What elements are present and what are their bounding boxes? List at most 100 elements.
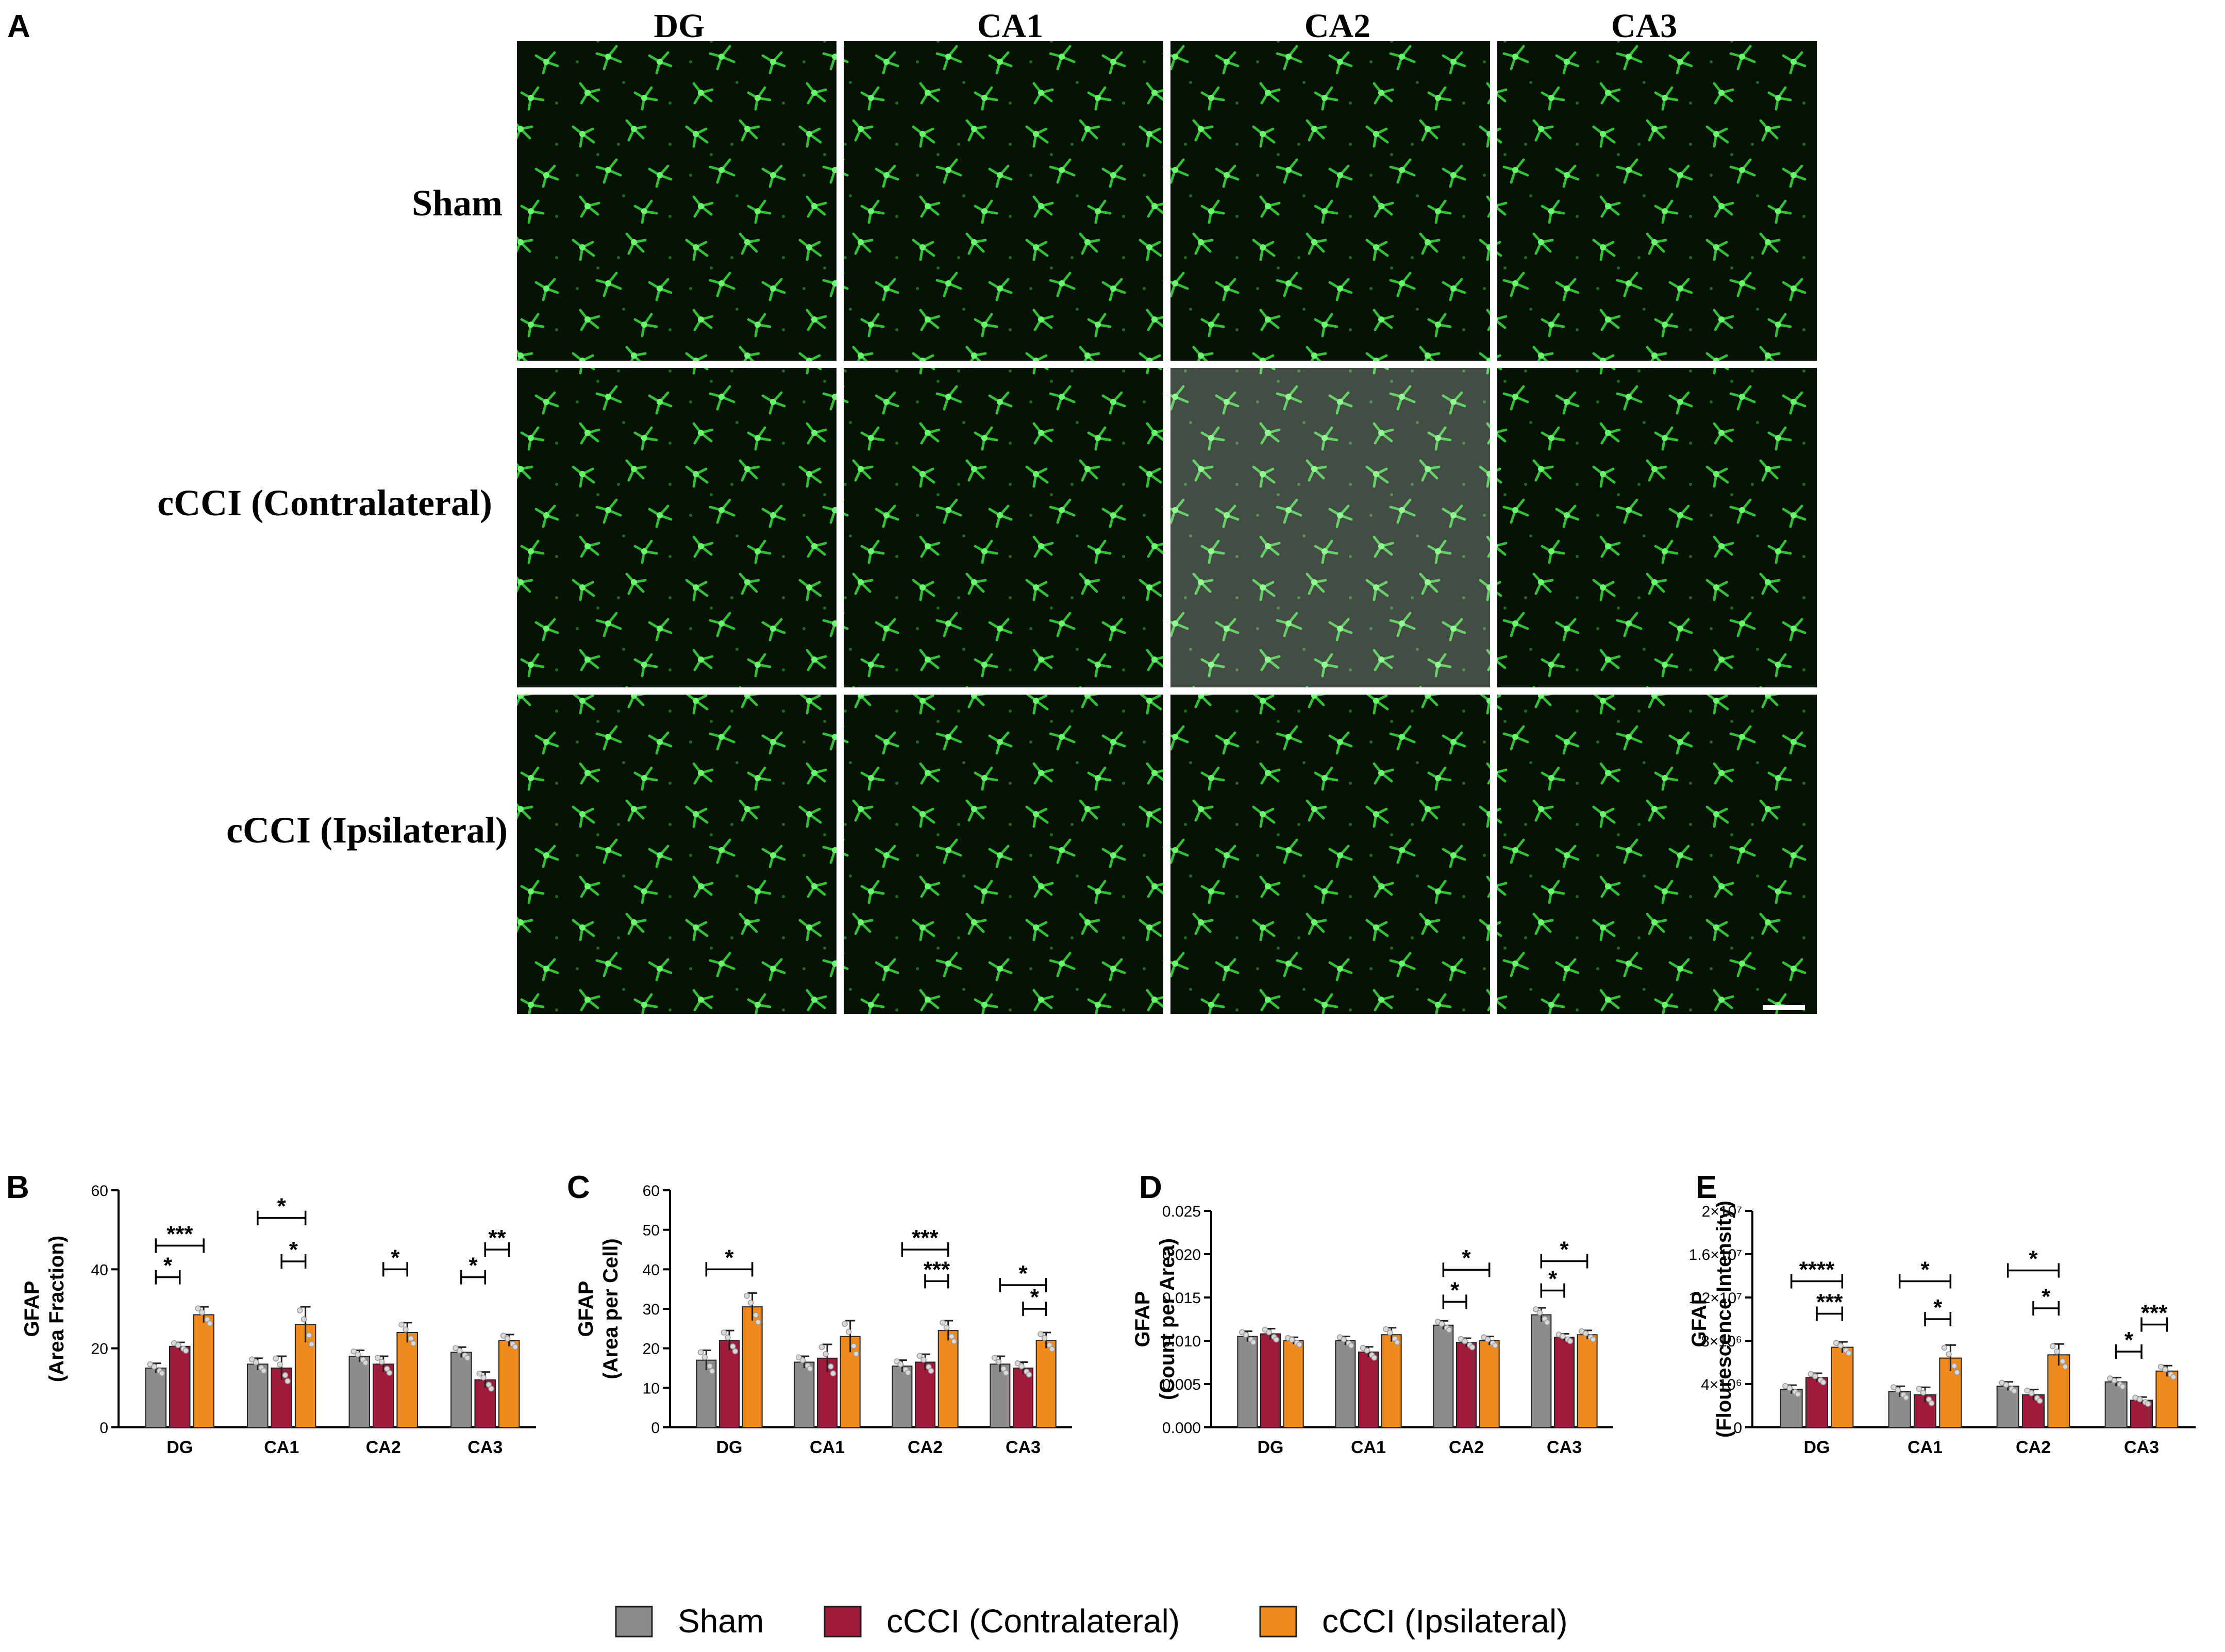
y-axis-label: GFAP (Area Fraction) — [21, 1236, 68, 1383]
legend-swatch-2 — [1259, 1606, 1297, 1638]
data-point — [1954, 1369, 1960, 1376]
y-tick-label: 0.010 — [1162, 1333, 1201, 1350]
panel-letter-e: E — [1696, 1170, 1717, 1205]
data-point — [1582, 1330, 1589, 1337]
micrograph-contra-ca2 — [1170, 368, 1490, 687]
bar-dg-sham — [1237, 1336, 1258, 1428]
data-point — [2024, 1387, 2030, 1394]
data-point — [830, 1370, 837, 1377]
data-point — [1484, 1336, 1491, 1343]
data-point — [480, 1374, 487, 1381]
data-point — [1946, 1351, 1952, 1357]
y-tick-label: 1.2×10⁷ — [1689, 1290, 1742, 1307]
x-tick-label: CA1 — [1351, 1438, 1386, 1457]
significance-label: *** — [166, 1221, 193, 1246]
data-point — [1383, 1326, 1389, 1333]
data-point — [823, 1351, 829, 1357]
micrograph-sham-ca1 — [844, 41, 1163, 361]
bar-dg-ipsilateral — [742, 1306, 763, 1428]
y-tick-label: 0.015 — [1162, 1290, 1201, 1307]
data-point — [1250, 1339, 1257, 1345]
bar-ca3-ipsilateral — [498, 1340, 520, 1428]
significance-label: * — [1560, 1237, 1569, 1262]
data-point — [374, 1355, 381, 1361]
data-point — [1560, 1333, 1566, 1340]
y-axis-label: GFAP (Count per Area) — [1131, 1238, 1179, 1400]
data-point — [1038, 1331, 1044, 1337]
y-tick-label: 0 — [651, 1420, 660, 1437]
scale-bar — [1763, 1005, 1805, 1010]
data-point — [1026, 1371, 1032, 1378]
y-axis-label-line: GFAP — [1688, 1291, 1711, 1347]
chart-panel-c: C GFAP (Area per Cell) 0 10 20 30 40 50 60 DG CA1 CA… — [567, 1170, 1072, 1457]
y-tick-label: 20 — [91, 1341, 108, 1358]
data-point — [350, 1348, 357, 1355]
data-point — [195, 1305, 201, 1311]
bar-ca2-ipsilateral — [1479, 1340, 1500, 1428]
data-point — [2062, 1363, 2068, 1370]
legend-label-1: cCCI (Contralateral) — [886, 1603, 1180, 1640]
data-point — [2162, 1366, 2168, 1373]
legend-label-2: cCCI (Ipsilateral) — [1322, 1603, 1568, 1640]
y-axis-label-line: (Flourescence Intensity) — [1713, 1201, 1735, 1438]
micrograph-sham-ca2 — [1170, 41, 1490, 361]
data-point — [709, 1368, 715, 1374]
significance-label: * — [1933, 1295, 1943, 1320]
legend-swatch-1 — [824, 1606, 862, 1638]
data-point — [799, 1357, 806, 1363]
data-point — [744, 1292, 750, 1299]
y-tick-label: 2×10⁷ — [1702, 1203, 1742, 1220]
data-point — [1786, 1385, 1793, 1391]
data-point — [1590, 1336, 1596, 1343]
data-point — [285, 1378, 291, 1385]
data-point — [306, 1332, 312, 1339]
data-point — [1837, 1342, 1844, 1349]
data-point — [1243, 1331, 1249, 1338]
data-point — [2036, 1397, 2043, 1404]
data-point — [1289, 1337, 1295, 1343]
column-label-dg: DG — [654, 7, 705, 45]
x-tick-label: CA1 — [810, 1438, 845, 1457]
data-point — [1903, 1394, 1909, 1401]
bar-dg-ipsilateral — [1831, 1346, 1854, 1428]
data-point — [504, 1336, 511, 1342]
data-point — [1795, 1391, 1801, 1397]
panel-letter-c: C — [567, 1170, 590, 1205]
data-point — [1920, 1389, 1927, 1396]
data-point — [732, 1348, 739, 1355]
data-point — [850, 1343, 857, 1349]
data-point — [1928, 1400, 1935, 1406]
significance-label: **** — [1799, 1257, 1835, 1283]
data-point — [1049, 1346, 1055, 1352]
significance-label: *** — [2141, 1301, 2168, 1326]
data-point — [386, 1370, 393, 1376]
data-point — [2136, 1396, 2143, 1403]
bar-ca3-ipsilateral — [2155, 1370, 2179, 1428]
x-tick-label: DG — [1258, 1438, 1284, 1457]
data-point — [1386, 1329, 1393, 1336]
data-point — [1951, 1362, 1958, 1369]
x-tick-label: CA2 — [1449, 1438, 1484, 1457]
bar-dg-ipsilateral — [1283, 1340, 1304, 1428]
significance-label: * — [1462, 1245, 1471, 1271]
significance-label: * — [1030, 1285, 1040, 1310]
data-point — [828, 1363, 834, 1370]
data-point — [1469, 1344, 1476, 1351]
x-tick-label: CA1 — [1908, 1438, 1943, 1457]
data-point — [730, 1343, 736, 1350]
micrograph-ipsi-ca2 — [1170, 695, 1490, 1014]
y-tick-label: 0.005 — [1162, 1376, 1201, 1393]
data-point — [807, 1366, 813, 1372]
significance-label: * — [2124, 1327, 2134, 1353]
x-tick-label: CA2 — [2016, 1438, 2051, 1457]
data-point — [277, 1361, 283, 1368]
data-point — [2060, 1358, 2066, 1364]
bar-ca3-contralateral — [1554, 1337, 1575, 1428]
micrograph-contra-ca3 — [1497, 368, 1817, 687]
x-tick-label: CA1 — [264, 1438, 299, 1457]
bar-ca2-sham — [348, 1356, 371, 1428]
row-label-ipsilateral: cCCI (Ipsilateral) — [226, 810, 508, 851]
